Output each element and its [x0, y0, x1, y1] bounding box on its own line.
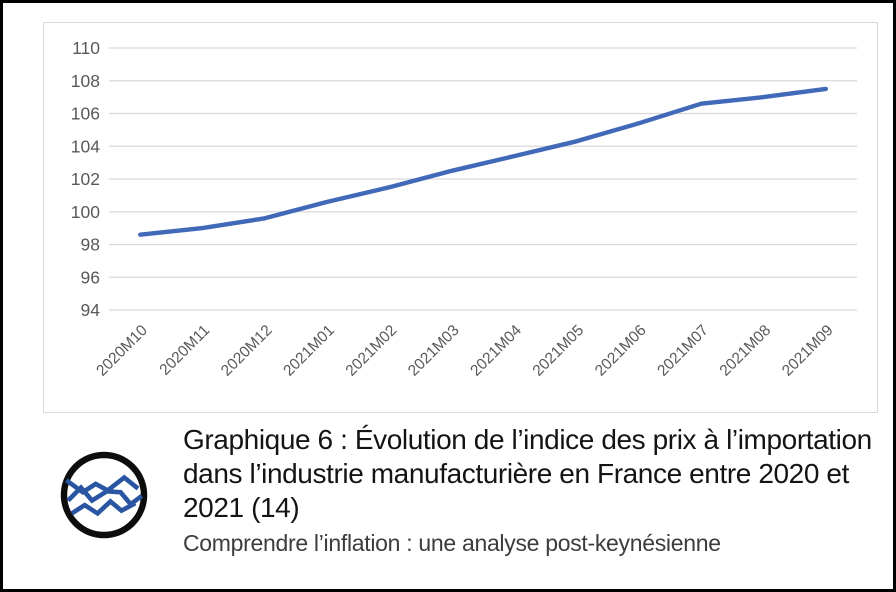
x-axis-tick-label: 2020M12	[218, 322, 276, 380]
y-axis-tick-label: 100	[71, 202, 100, 222]
y-axis-tick-label: 104	[71, 136, 100, 156]
x-axis-tick-label: 2021M01	[280, 322, 338, 380]
import-price-index-series-line	[137, 86, 828, 237]
y-axis-tick-label: 96	[81, 267, 100, 287]
x-axis-tick-label: 2020M11	[156, 322, 213, 379]
y-axis-tick-label: 94	[81, 300, 101, 320]
x-axis-tick-label: 2021M07	[654, 322, 712, 380]
figure-caption-subtitle: Comprendre l’inflation : une analyse pos…	[183, 530, 721, 556]
x-axis-tick-label: 2021M03	[405, 322, 463, 380]
x-axis-tick-label: 2021M04	[467, 322, 525, 380]
x-axis-tick-label: 2021M05	[530, 322, 588, 380]
figure-caption: Graphique 6 : Évolution de l’indice des …	[183, 423, 883, 558]
y-axis-tick-label: 110	[72, 38, 100, 58]
x-axis-tick-label: 2021M02	[343, 322, 401, 380]
x-axis-tick-label: 2021M06	[592, 322, 650, 380]
line-chart-panel: 94 96 98 100 102 104 106 108 110 2020M10 2020M11 20…	[43, 22, 878, 413]
y-axis-tick-label: 108	[71, 71, 100, 91]
y-axis-tick-label: 102	[71, 169, 100, 189]
zigzag-chart-logo-icon	[60, 451, 148, 539]
figure-caption-title: Graphique 6 : Évolution de l’indice des …	[183, 424, 872, 523]
x-axis-tick-label: 2020M10	[93, 322, 151, 380]
y-axis-tick-label: 106	[71, 104, 100, 124]
y-axis-tick-label: 98	[81, 235, 100, 255]
x-axis-tick-label: 2021M08	[717, 322, 775, 380]
x-axis-tick-label: 2021M09	[779, 322, 837, 380]
